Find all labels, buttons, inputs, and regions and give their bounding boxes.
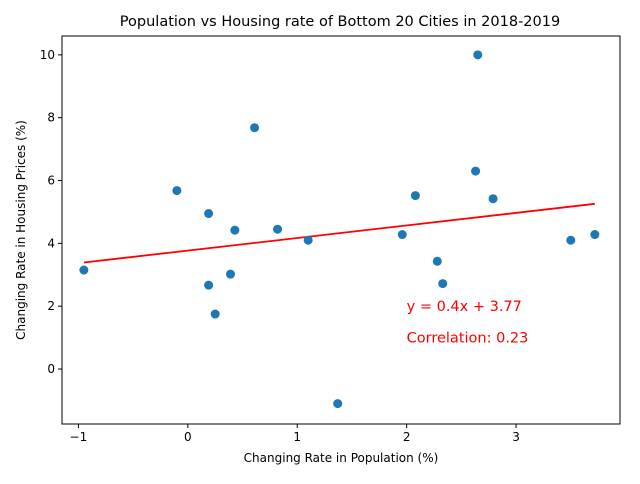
plot-area: y = 0.4x + 3.77 Correlation: 0.23	[79, 50, 600, 409]
y-tick-label: 4	[47, 236, 55, 250]
annotation-text: Correlation: 0.23	[407, 331, 529, 347]
scatter-point	[225, 269, 235, 279]
y-tick-label: 8	[47, 111, 55, 125]
scatter-point	[303, 235, 313, 245]
scatter-point	[566, 235, 576, 245]
scatter-point	[210, 309, 220, 319]
trendline	[83, 202, 595, 264]
scatter-point	[438, 279, 448, 289]
scatter-point	[488, 194, 498, 204]
axes-frame	[61, 35, 621, 425]
x-tick-label: 2	[403, 430, 411, 444]
scatter-point	[473, 50, 483, 60]
annotation-text: y = 0.4x + 3.77	[407, 299, 522, 315]
y-tick-label: 0	[47, 362, 55, 376]
x-tick-label: −1	[70, 430, 88, 444]
annotation-layer: y = 0.4x + 3.77 Correlation: 0.23	[407, 299, 529, 346]
scatter-point	[397, 230, 407, 240]
scatter-point	[230, 225, 240, 235]
chart-title: Population vs Housing rate of Bottom 20 …	[120, 14, 560, 30]
scatter-point	[273, 224, 283, 234]
y-tick-label: 2	[47, 299, 55, 313]
trendline-layer	[83, 202, 595, 264]
scatter-point	[410, 191, 420, 201]
scatter-point	[432, 256, 442, 266]
y-tick-label: 6	[47, 174, 55, 188]
y-axis-ticks: 0 2 4 6 8 10	[40, 48, 62, 376]
x-tick-label: 3	[512, 430, 520, 444]
scatter-point	[590, 230, 600, 240]
scatter-point	[250, 123, 260, 133]
scatter-point	[79, 265, 89, 275]
scatter-point	[471, 166, 481, 176]
points-layer	[79, 50, 600, 409]
scatter-point	[333, 399, 343, 409]
scatter-point	[204, 280, 214, 290]
scatter-point	[204, 209, 214, 219]
y-axis-label: Changing Rate in Housing Prices (%)	[14, 120, 28, 340]
y-tick-label: 10	[40, 48, 55, 62]
scatter-point	[172, 186, 182, 196]
x-tick-label: 0	[184, 430, 192, 444]
x-axis-ticks: −1 0 1 2 3	[70, 424, 520, 444]
x-tick-label: 1	[293, 430, 301, 444]
x-axis-label: Changing Rate in Population (%)	[244, 451, 439, 465]
